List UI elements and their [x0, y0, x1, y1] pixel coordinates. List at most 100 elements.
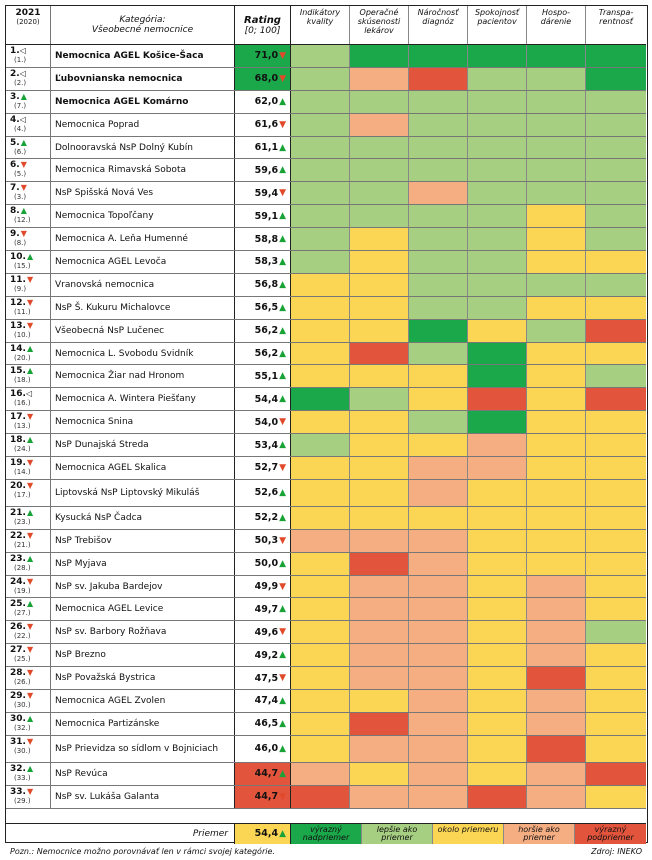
prev-rank: (11.) [14, 307, 31, 316]
table-row: 27.▼ (25.) NsP Brezno 49,2 ▲ [6, 644, 646, 668]
rating-value: 50,3 [254, 535, 279, 547]
score-cell-diagnosis [409, 457, 468, 479]
rating-cell: 59,6 ▲ [235, 159, 291, 182]
score-cell-quality [291, 228, 350, 251]
prev-rank: (23.) [14, 517, 31, 526]
rank-cell: 7.▼ (3.) [6, 182, 51, 205]
rating-cell: 52,6 ▲ [235, 479, 291, 506]
rating-cell: 46,0 ▲ [235, 735, 291, 762]
prev-rank: (22.) [14, 632, 31, 641]
rank-cell: 1.◁ (1.) [6, 45, 51, 67]
prev-rank: (2.) [14, 78, 27, 87]
rating-value: 52,2 [254, 512, 279, 524]
col-header-diagnosis: Náročnosť diagnóz [409, 6, 468, 44]
rank-down-icon: ▼ [26, 458, 34, 468]
rating-value: 59,1 [254, 210, 279, 222]
table-row: 5.▲ (6.) Dolnooravská NsP Dolný Kubín 61,1 ▲ [6, 136, 646, 160]
rating-value: 56,8 [254, 279, 279, 291]
score-cell-satisfaction [468, 251, 527, 273]
score-cell-diagnosis [409, 113, 468, 136]
score-cell-transparency [586, 159, 646, 182]
score-cell-surgical [350, 506, 409, 529]
legend-excellent: výrazný nadpriemer [291, 824, 362, 844]
rating-value: 59,4 [254, 187, 279, 199]
score-cell-satisfaction [468, 552, 527, 575]
score-cell-transparency [586, 67, 646, 90]
rank-cell: 5.▲ (6.) [6, 136, 51, 159]
score-cell-surgical [350, 434, 409, 457]
score-cell-quality [291, 434, 350, 457]
rank-cell: 11.▼ (9.) [6, 273, 51, 296]
rank-down-icon: ▼ [26, 691, 34, 701]
score-cell-surgical [350, 273, 409, 296]
table-row: 31.▼ (30.) NsP Prievidza so sídlom v Bojni… [6, 735, 646, 763]
rating-value: 54,4 [254, 393, 279, 405]
trend-down-icon: ▼ [279, 50, 286, 61]
score-cell-surgical [350, 644, 409, 667]
hospital-name: NsP Š. Kukuru Michalovce [51, 296, 235, 319]
hospital-name: NsP Spišská Nová Ves [51, 182, 235, 205]
rank-cell: 14.▲ (20.) [6, 342, 51, 365]
rating-cell: 56,2 ▲ [235, 319, 291, 342]
trend-down-icon: ▼ [279, 417, 286, 428]
rating-cell: 50,0 ▲ [235, 552, 291, 575]
score-cell-transparency [586, 411, 646, 434]
rank-cell: 32.▲ (33.) [6, 762, 51, 785]
score-cell-quality [291, 296, 350, 319]
score-cell-quality [291, 388, 350, 411]
trend-up-icon: ▲ [279, 256, 286, 267]
rank-cell: 17.▼ (13.) [6, 411, 51, 434]
score-cell-satisfaction [468, 575, 527, 598]
score-cell-diagnosis [409, 529, 468, 552]
score-cell-quality [291, 712, 350, 735]
hospital-name: NsP sv. Jakuba Bardejov [51, 575, 235, 598]
score-cell-transparency [586, 205, 646, 228]
score-cell-diagnosis [409, 296, 468, 319]
hospital-name: Nemocnica L. Svobodu Svidník [51, 342, 235, 365]
score-cell-quality [291, 621, 350, 644]
rating-cell: 58,3 ▲ [235, 251, 291, 273]
score-cell-transparency [586, 785, 646, 808]
table-header: 2021 (2020) Kategória: Všeobecné nemocnic… [6, 6, 646, 45]
score-cell-transparency [586, 182, 646, 205]
hospital-name: Nemocnica Žiar nad Hronom [51, 365, 235, 388]
rank-cell: 26.▼ (22.) [6, 621, 51, 644]
rank-down-icon: ▼ [26, 530, 34, 540]
hospital-name: Nemocnica AGEL Levoča [51, 251, 235, 273]
rank-same-icon: ◁ [25, 389, 33, 399]
score-cell-surgical [350, 159, 409, 182]
score-cell-surgical [350, 712, 409, 735]
prev-rank: (25.) [14, 655, 31, 664]
average-row: Priemer 54,4▲ výrazný nadpriemer lepšie … [6, 823, 646, 844]
table-row: 23.▲ (28.) NsP Myjava 50,0 ▲ [6, 552, 646, 576]
score-cell-finance [527, 296, 586, 319]
score-cell-transparency [586, 228, 646, 251]
table-row: 4.◁ (4.) Nemocnica Poprad 61,6 ▼ [6, 113, 646, 137]
rank-value: 27. [10, 645, 26, 656]
rank-up-icon: ▲ [26, 763, 34, 773]
score-cell-finance [527, 45, 586, 67]
rating-cell: 59,1 ▲ [235, 205, 291, 228]
score-cell-quality [291, 506, 350, 529]
rank-cell: 25.▲ (27.) [6, 598, 51, 621]
rating-value: 47,5 [254, 672, 279, 684]
table-row: 21.▲ (23.) Kysucká NsP Čadca 52,2 ▲ [6, 506, 646, 530]
rating-cell: 61,1 ▲ [235, 136, 291, 159]
score-cell-diagnosis [409, 506, 468, 529]
score-cell-surgical [350, 182, 409, 205]
score-cell-surgical [350, 479, 409, 506]
rank-value: 22. [10, 530, 26, 541]
prev-rank: (30.) [14, 701, 31, 710]
score-cell-satisfaction [468, 411, 527, 434]
score-cell-transparency [586, 690, 646, 712]
rating-value: 47,4 [254, 695, 279, 707]
score-cell-finance [527, 67, 586, 90]
rating-cell: 56,5 ▲ [235, 296, 291, 319]
rank-same-icon: ◁ [19, 68, 26, 78]
score-cell-satisfaction [468, 228, 527, 251]
score-cell-transparency [586, 90, 646, 113]
table-row: 13.▼ (10.) Všeobecná NsP Lučenec 56,2 ▲ [6, 319, 646, 343]
rank-cell: 29.▼ (30.) [6, 690, 51, 712]
trend-down-icon: ▼ [279, 673, 286, 684]
rank-value: 32. [10, 763, 26, 774]
